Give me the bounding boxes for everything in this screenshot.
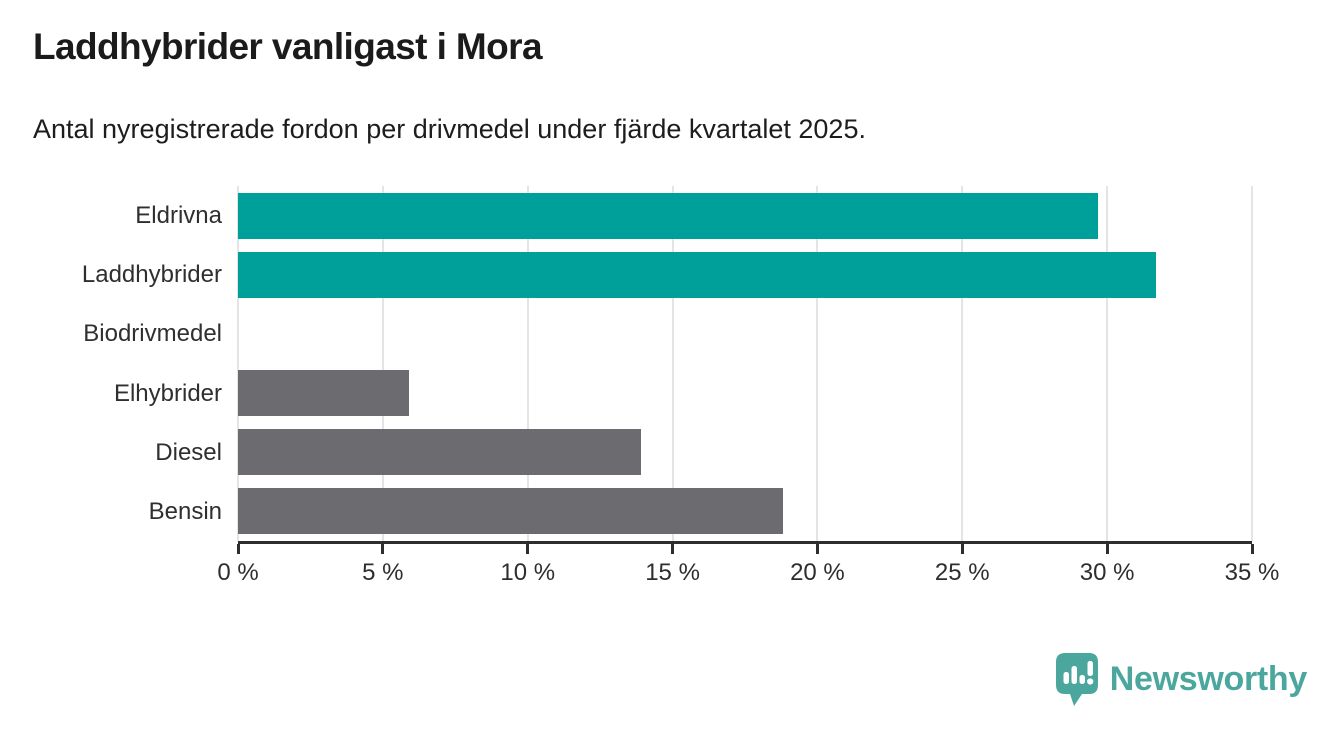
- plot-area: [237, 186, 1253, 544]
- axis-tick: [1250, 544, 1254, 554]
- x-tick-label: 0 %: [217, 559, 259, 586]
- axis-tick: [1105, 544, 1109, 554]
- x-tick-label: 5 %: [362, 559, 404, 586]
- axis-tick: [960, 544, 964, 554]
- gridline: [1251, 186, 1253, 541]
- category-label: Eldrivna: [135, 202, 222, 229]
- category-label: Laddhybrider: [81, 261, 222, 289]
- axis-tick: [236, 544, 240, 554]
- gridline: [961, 186, 964, 541]
- axis-tick: [671, 544, 675, 554]
- x-tick-label: 20 %: [790, 559, 845, 586]
- bar-bensin: [238, 488, 783, 535]
- bar-elhybrider: [238, 370, 409, 417]
- category-labels: Eldrivna Laddhybrider Biodrivmedel Elhybrid…: [0, 186, 222, 541]
- axis-tick: [815, 544, 819, 554]
- newsworthy-logo-icon: [1055, 653, 1098, 706]
- category-label: Elhybrider: [113, 379, 222, 407]
- bar-eldrivna: [238, 192, 1099, 239]
- gridline: [237, 186, 239, 541]
- category-label: Diesel: [155, 438, 222, 466]
- gridline: [526, 186, 529, 541]
- subtitle: Antal nyregistrerade fordon per drivmede…: [33, 114, 866, 144]
- x-tick-label: 10 %: [500, 559, 556, 586]
- x-tick-label: 25 %: [934, 559, 990, 586]
- gridline: [1106, 186, 1109, 541]
- category-label: Bensin: [148, 497, 222, 525]
- axis-tick: [381, 544, 385, 554]
- axis-tick: [526, 544, 530, 554]
- x-tick-label: 30 %: [1079, 559, 1135, 586]
- page-title: Laddhybrider vanligast i Mora: [33, 26, 543, 67]
- newsworthy-brand: Newsworthy: [1055, 652, 1307, 707]
- x-tick-label: 15 %: [645, 559, 700, 586]
- gridline: [816, 186, 819, 541]
- gridline: [381, 186, 384, 541]
- bar-diesel: [238, 429, 641, 476]
- newsworthy-logo-text: Newsworthy: [1109, 660, 1308, 698]
- category-label: Biodrivmedel: [83, 320, 222, 348]
- x-tick-label: 35 %: [1224, 559, 1280, 586]
- gridline: [671, 186, 674, 541]
- bar-laddhybrider: [238, 251, 1157, 298]
- x-axis: 0 % 5 % 10 % 15 % 20 % 25 % 30 % 35 %: [217, 544, 1279, 604]
